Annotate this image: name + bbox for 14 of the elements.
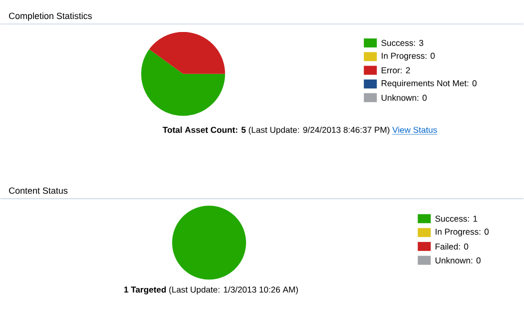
text: View Status: [392, 126, 437, 134]
text: Total Asset Count: 5 (Last Update: 9/24/2013 8:46:37 PM): [162, 126, 390, 135]
legend-label: In Progress: 0: [382, 52, 435, 61]
text: Completion Statistics: [9, 12, 92, 22]
text: 1 Targeted (Last Update: 1/3/2013 10:26 AM): [124, 286, 298, 295]
legend-label: Success: 3: [381, 40, 424, 46]
legend-label: Requirements Not Met: 0: [382, 80, 477, 88]
legend-label: Failed: 0: [436, 244, 468, 250]
text: Content Status: [9, 188, 68, 194]
legend-label: In Progress: 0: [436, 228, 489, 237]
legend-label: Success: 1: [435, 216, 478, 222]
legend-label: Unknown: 0: [436, 257, 481, 264]
legend-label: Unknown: 0: [382, 94, 427, 102]
legend-label: Error: 2: [382, 67, 410, 74]
